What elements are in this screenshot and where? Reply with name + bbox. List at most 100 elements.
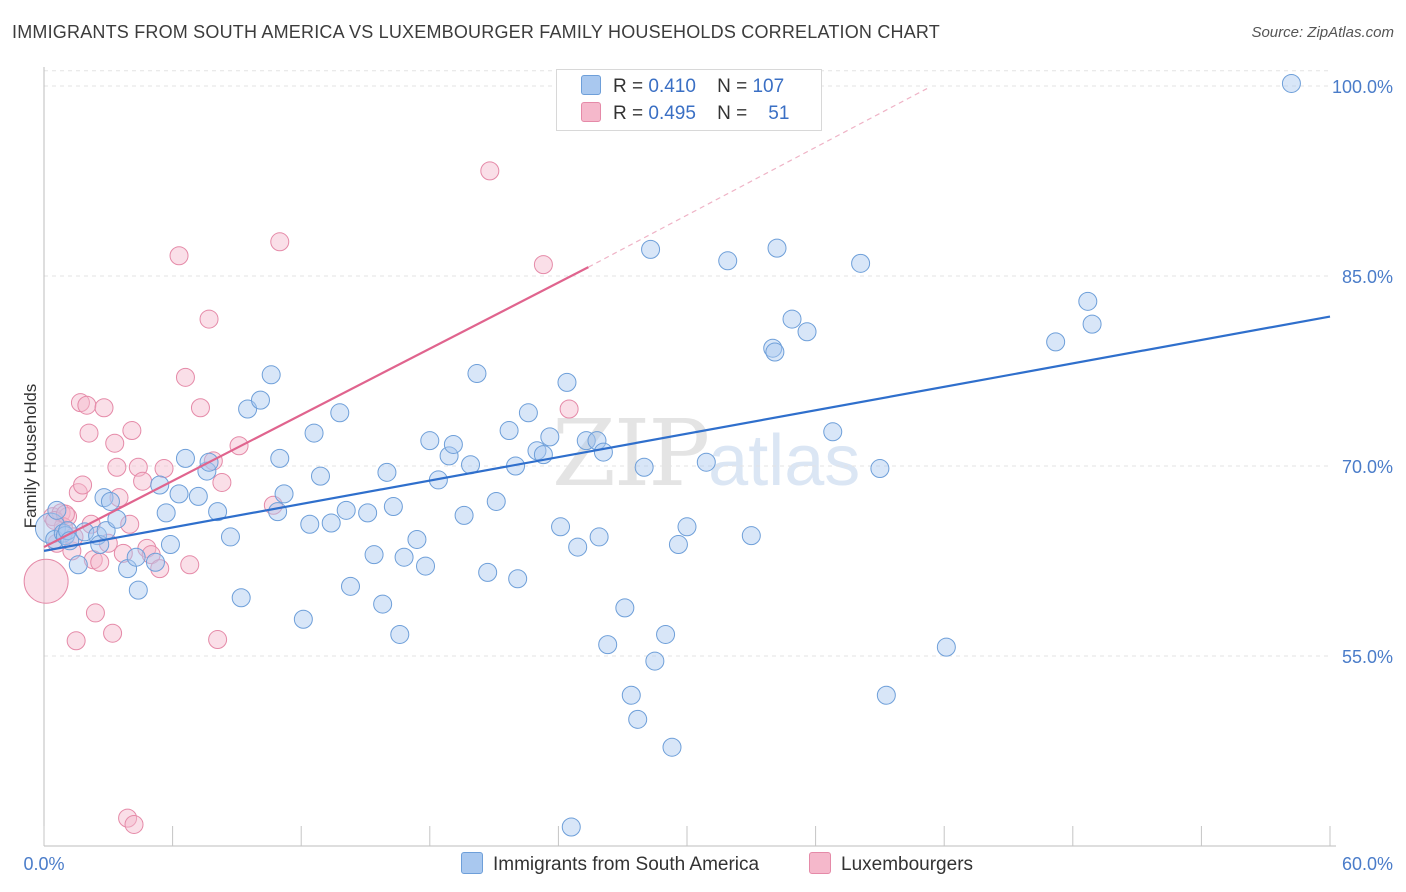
n-label: N = xyxy=(717,103,748,124)
south-america-point xyxy=(634,457,654,477)
south-america-point xyxy=(696,452,716,472)
south-america-point xyxy=(336,500,356,520)
south-america-point xyxy=(364,545,384,565)
south-america-point xyxy=(621,685,641,705)
south-america-point xyxy=(486,491,506,511)
luxembourgers-point xyxy=(270,232,290,252)
south-america-point xyxy=(645,651,665,671)
south-america-point xyxy=(373,594,393,614)
south-america-point xyxy=(377,462,397,482)
south-america-point xyxy=(156,503,176,523)
south-america-point xyxy=(454,505,474,525)
south-america-point xyxy=(300,514,320,534)
luxembourgers-point xyxy=(73,475,93,495)
south-america-point xyxy=(936,637,956,657)
y-tick-label: 85.0% xyxy=(1342,267,1393,287)
south-america-point xyxy=(576,431,596,451)
luxembourgers-point xyxy=(105,433,125,453)
legend-swatch-pink xyxy=(809,852,831,874)
luxembourgers-point xyxy=(103,623,123,643)
south-america-point xyxy=(330,403,350,423)
luxembourgers-point xyxy=(23,558,69,604)
r-label: R = xyxy=(613,103,644,124)
south-america-point xyxy=(293,609,313,629)
south-america-point xyxy=(358,503,378,523)
south-america-point xyxy=(68,555,88,575)
luxembourgers-point xyxy=(169,246,189,266)
luxembourgers-point xyxy=(79,423,99,443)
south-america-point xyxy=(274,484,294,504)
south-america-point xyxy=(876,685,896,705)
south-america-point xyxy=(383,497,403,517)
luxembourgers-point xyxy=(212,472,232,492)
luxembourgers-point xyxy=(77,395,97,415)
south-america-point xyxy=(420,431,440,451)
legend-swatch-blue xyxy=(461,852,483,874)
luxembourgers-point xyxy=(208,630,228,650)
n-value: 51 xyxy=(768,103,790,124)
x-tick-label: 0.0% xyxy=(23,854,64,874)
n-label: N = xyxy=(717,76,748,97)
legend-swatch-pink xyxy=(581,102,601,122)
south-america-point xyxy=(160,535,180,555)
south-america-points xyxy=(34,73,1301,837)
south-america-point xyxy=(128,580,148,600)
legend-item-luxembourgers: Luxembourgers xyxy=(809,852,973,876)
y-tick-label: 100.0% xyxy=(1332,77,1393,97)
south-america-point xyxy=(870,459,890,479)
south-america-point xyxy=(677,517,697,537)
south-america-point xyxy=(741,526,761,546)
luxembourgers-point xyxy=(199,309,219,329)
luxembourgers-point xyxy=(133,471,153,491)
luxembourgers-point xyxy=(480,161,500,181)
south-america-point xyxy=(394,547,414,567)
south-america-point xyxy=(175,448,195,468)
source-credit: Source: ZipAtlas.com xyxy=(1251,24,1394,41)
r-value: 0.410 xyxy=(648,76,696,97)
stats-legend: R = 0.410 N = 107 R = 0.495 N = 51 xyxy=(556,69,822,131)
luxembourgers-point xyxy=(90,552,110,572)
luxembourgers-point xyxy=(533,255,553,275)
legend-label: Immigrants from South America xyxy=(493,854,760,875)
south-america-point xyxy=(478,562,498,582)
south-america-point xyxy=(169,484,189,504)
south-america-point xyxy=(568,537,588,557)
south-america-point xyxy=(208,502,228,522)
south-america-point xyxy=(416,556,436,576)
south-america-point xyxy=(499,421,519,441)
south-america-point xyxy=(1046,332,1066,352)
south-america-point xyxy=(231,588,251,608)
south-america-point xyxy=(407,529,427,549)
south-america-trend-line xyxy=(43,315,1331,552)
luxembourgers-trend-line xyxy=(43,266,589,549)
luxembourgers-point xyxy=(122,421,142,441)
south-america-point xyxy=(126,547,146,567)
luxembourgers-point xyxy=(66,631,86,651)
south-america-point xyxy=(589,527,609,547)
south-america-point xyxy=(47,500,67,520)
south-america-point xyxy=(551,517,571,537)
south-america-point xyxy=(598,635,618,655)
south-america-point xyxy=(1078,291,1098,311)
y-tick-label: 55.0% xyxy=(1342,647,1393,667)
south-america-point xyxy=(439,446,459,466)
south-america-point xyxy=(662,737,682,757)
south-america-point xyxy=(390,624,410,644)
south-america-point xyxy=(557,372,577,392)
r-label: R = xyxy=(613,76,644,97)
luxembourgers-trend-extension xyxy=(588,88,928,268)
south-america-point xyxy=(443,434,463,454)
south-america-point xyxy=(540,427,560,447)
n-value: 107 xyxy=(752,76,785,97)
luxembourgers-point xyxy=(154,459,174,479)
south-america-point xyxy=(304,423,324,443)
south-america-point xyxy=(310,466,330,486)
south-america-point xyxy=(340,576,360,596)
south-america-point xyxy=(518,403,538,423)
south-america-point xyxy=(782,309,802,329)
y-axis-label: Family Households xyxy=(21,384,40,529)
south-america-point xyxy=(268,502,288,522)
south-america-point xyxy=(561,817,581,837)
chart-title: IMMIGRANTS FROM SOUTH AMERICA VS LUXEMBO… xyxy=(12,22,940,42)
